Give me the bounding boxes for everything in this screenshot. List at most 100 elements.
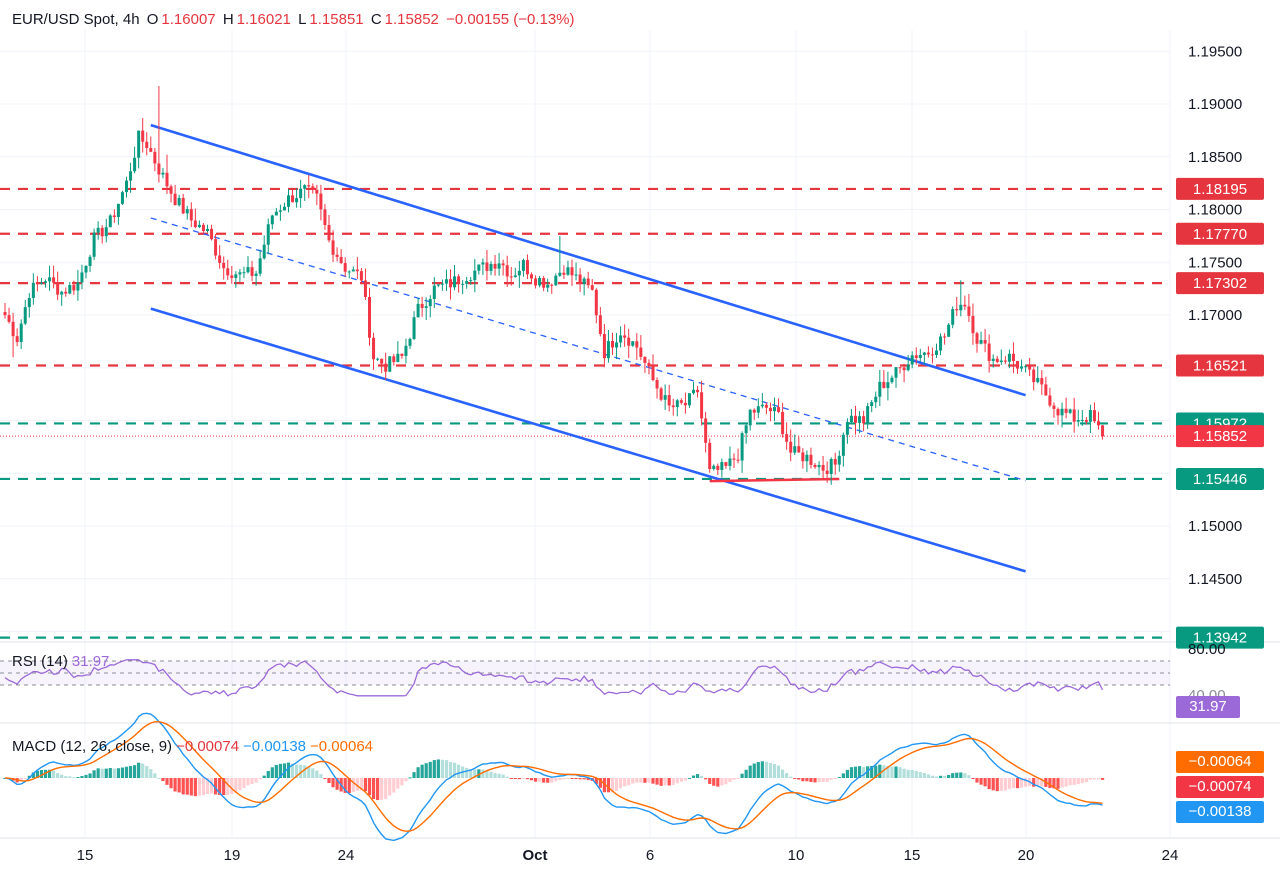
- candle-body: [926, 352, 930, 355]
- macd-hist-bar: [303, 765, 307, 778]
- macd-hist-bar: [894, 766, 898, 778]
- macd-hist-bar: [857, 766, 862, 778]
- macd-hist-bar: [886, 765, 890, 778]
- candle-body: [716, 465, 720, 470]
- macd-hist-bar: [1096, 778, 1101, 780]
- candle-body: [291, 195, 295, 203]
- candle-body: [679, 400, 683, 403]
- candle-body: [594, 289, 598, 316]
- candle-body: [525, 260, 529, 275]
- macd-hist-bar: [639, 778, 643, 783]
- candle-body: [878, 381, 882, 397]
- candle-body: [1040, 378, 1044, 385]
- candle-body: [817, 464, 821, 468]
- candle-body: [165, 172, 169, 187]
- macd-hist-bar: [145, 766, 149, 778]
- macd-hist-bar: [489, 771, 493, 778]
- candle-body: [161, 172, 165, 175]
- macd-hist-bar: [513, 778, 517, 780]
- macd-hist-bar: [193, 778, 197, 797]
- level-tag-1.17302: [1176, 272, 1264, 295]
- macd-hist-bar: [870, 765, 874, 778]
- candle-body: [898, 367, 902, 369]
- macd-hist-bar: [56, 773, 60, 778]
- macd-hist-bar: [43, 769, 48, 778]
- macd-hist-bar: [614, 778, 619, 791]
- macd-hist-bar: [853, 766, 858, 778]
- macd-hist-bar: [971, 778, 975, 779]
- time-axis-tick: 20: [1018, 847, 1035, 864]
- candle-body: [845, 422, 849, 435]
- macd-hist-bar: [133, 765, 137, 778]
- candle-body: [153, 151, 157, 164]
- macd-hist-bar: [578, 778, 582, 780]
- macd-hist-bar: [667, 778, 671, 786]
- candle-body: [1044, 384, 1048, 396]
- macd-hist-bar: [473, 769, 477, 778]
- candle-body: [465, 281, 469, 284]
- candle-body: [461, 283, 465, 285]
- candle-body: [651, 365, 655, 380]
- candle-body: [343, 263, 347, 272]
- macd-hist-bar: [31, 772, 35, 778]
- macd-hist-bar: [343, 778, 347, 793]
- macd-hist-bar: [35, 770, 39, 778]
- macd-hist-bar: [991, 778, 995, 791]
- candle-body: [756, 406, 760, 413]
- macd-hist-bar: [785, 773, 789, 778]
- macd-hist-bar: [979, 778, 983, 785]
- candle-body: [724, 462, 728, 466]
- macd-hist-bar: [550, 778, 554, 783]
- candle-body: [1056, 408, 1060, 416]
- candle-body: [339, 256, 343, 264]
- macd-hist-bar: [169, 778, 173, 789]
- candle-body: [833, 459, 837, 465]
- candle-body: [299, 188, 303, 199]
- candle-body: [287, 195, 290, 207]
- candle-body: [15, 336, 19, 342]
- macd-hist-bar: [27, 775, 31, 778]
- macd-hist-bar: [687, 777, 692, 779]
- candle-body: [404, 345, 408, 356]
- candle-body: [266, 224, 270, 245]
- macd-hist-bar: [995, 778, 999, 792]
- macd-hist-bar: [922, 773, 926, 778]
- macd-hist-bar: [396, 778, 400, 789]
- candle-body: [368, 297, 371, 338]
- macd-hist-bar: [141, 763, 145, 778]
- candle-body: [295, 198, 299, 203]
- macd-hist-bar: [999, 778, 1003, 791]
- macd-hist-bar: [400, 778, 404, 786]
- macd-hist-bar: [1084, 778, 1088, 783]
- candle-body: [311, 186, 315, 190]
- macd-hist-bar: [323, 778, 327, 779]
- candle-body: [1068, 409, 1072, 413]
- time-axis-tick: 19: [224, 847, 241, 864]
- candle-body: [84, 265, 88, 273]
- candle-body: [513, 275, 517, 278]
- macd-hist-bar: [238, 778, 242, 791]
- macd-hist-bar: [112, 768, 116, 778]
- macd-hist-bar: [52, 770, 56, 778]
- macd-hist-bar: [930, 775, 935, 778]
- macd-hist-bar: [347, 778, 351, 793]
- candle-body: [1080, 419, 1084, 421]
- candle-body: [104, 227, 108, 237]
- macd-hist-bar: [1092, 778, 1097, 780]
- macd-hist-bar: [598, 778, 602, 788]
- price-axis-tick: 1.14500: [1188, 571, 1242, 588]
- candle-body: [882, 381, 886, 389]
- candle-body: [578, 274, 582, 284]
- macd-hist-bar: [311, 768, 315, 778]
- candle-body: [412, 317, 416, 339]
- macd-hist-bar: [108, 768, 112, 778]
- candle-body: [870, 402, 874, 407]
- macd-hist-bar: [319, 774, 323, 778]
- candle-body: [416, 303, 420, 318]
- candle-body: [64, 291, 68, 294]
- candle-body: [149, 148, 153, 152]
- macd-hist-bar: [250, 778, 254, 785]
- rsi-line: [4, 659, 1104, 697]
- high-label: H: [222, 11, 234, 28]
